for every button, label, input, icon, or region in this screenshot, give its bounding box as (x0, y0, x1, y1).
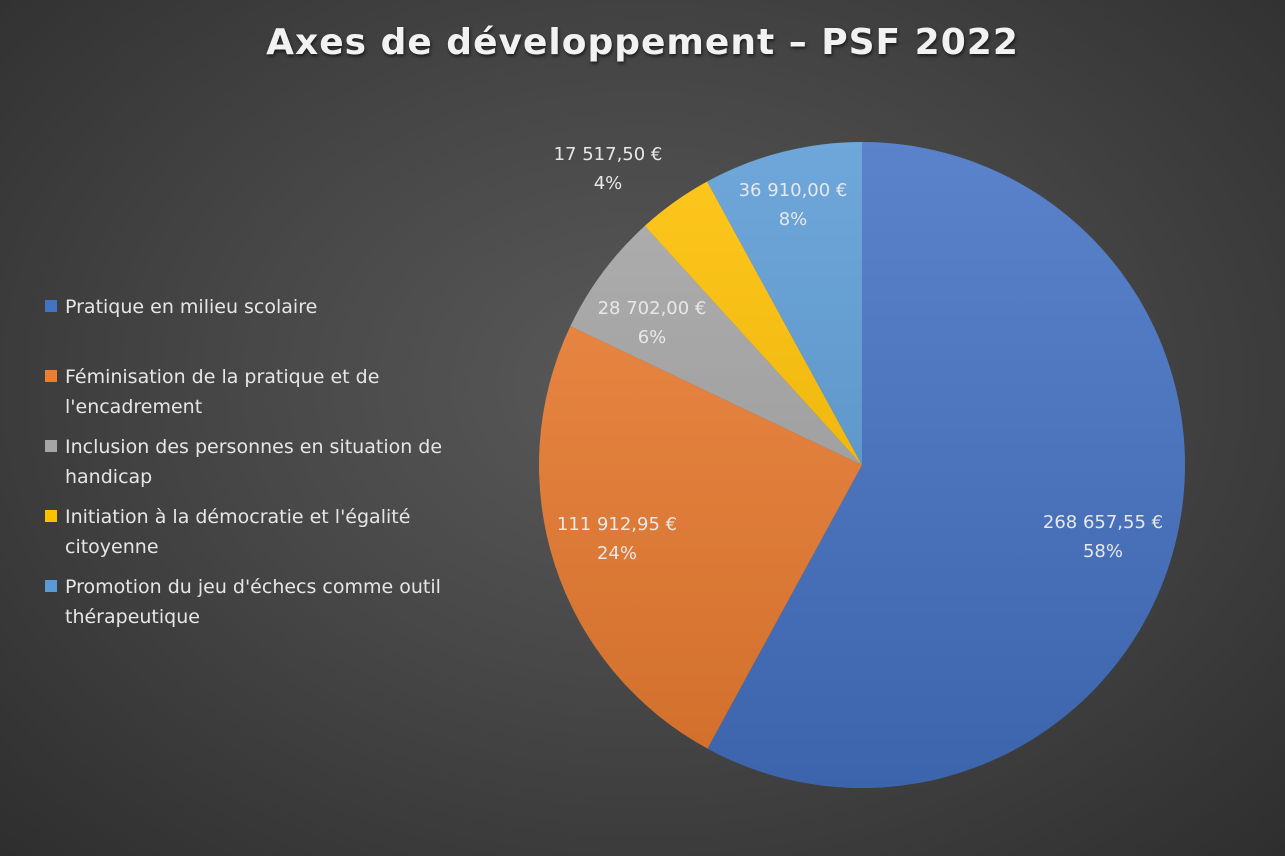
legend-swatch (45, 300, 57, 312)
legend-label: Pratique en milieu scolaire (65, 296, 318, 318)
slice-value-label: 28 702,00 € (598, 298, 707, 319)
slice-value-label: 17 517,50 € (554, 144, 663, 165)
slice-percent-label: 4% (594, 173, 623, 194)
legend-label: Initiation à la démocratie et l'égalité … (65, 506, 411, 558)
slice-percent-label: 6% (638, 327, 667, 348)
legend-swatch (45, 370, 57, 382)
legend-item-pratique[interactable]: Pratique en milieu scolaire (45, 292, 460, 322)
legend-item-initiation[interactable]: Initiation à la démocratie et l'égalité … (45, 502, 460, 562)
legend-item-inclusion[interactable]: Inclusion des personnes en situation de … (45, 432, 460, 492)
slice-percent-label: 58% (1083, 541, 1123, 562)
legend-item-promotion[interactable]: Promotion du jeu d'échecs comme outil th… (45, 572, 460, 632)
slice-percent-label: 24% (597, 543, 637, 564)
slice-value-label: 36 910,00 € (739, 180, 848, 201)
chart-title: Axes de développement – PSF 2022 (266, 22, 1019, 63)
legend-item-feminisation[interactable]: Féminisation de la pratique et de l'enca… (45, 362, 460, 422)
legend-swatch (45, 580, 57, 592)
legend-label: Féminisation de la pratique et de l'enca… (65, 366, 380, 418)
legend-swatch (45, 440, 57, 452)
legend-label: Promotion du jeu d'échecs comme outil th… (65, 576, 441, 628)
slice-percent-label: 8% (779, 209, 808, 230)
slice-value-label: 268 657,55 € (1043, 512, 1163, 533)
legend-swatch (45, 510, 57, 522)
slice-value-label: 111 912,95 € (557, 514, 677, 535)
legend-label: Inclusion des personnes en situation de … (65, 436, 443, 488)
